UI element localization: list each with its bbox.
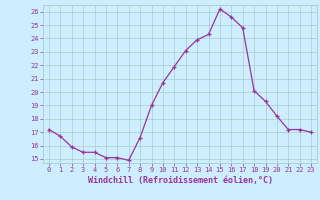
X-axis label: Windchill (Refroidissement éolien,°C): Windchill (Refroidissement éolien,°C) <box>87 176 273 185</box>
